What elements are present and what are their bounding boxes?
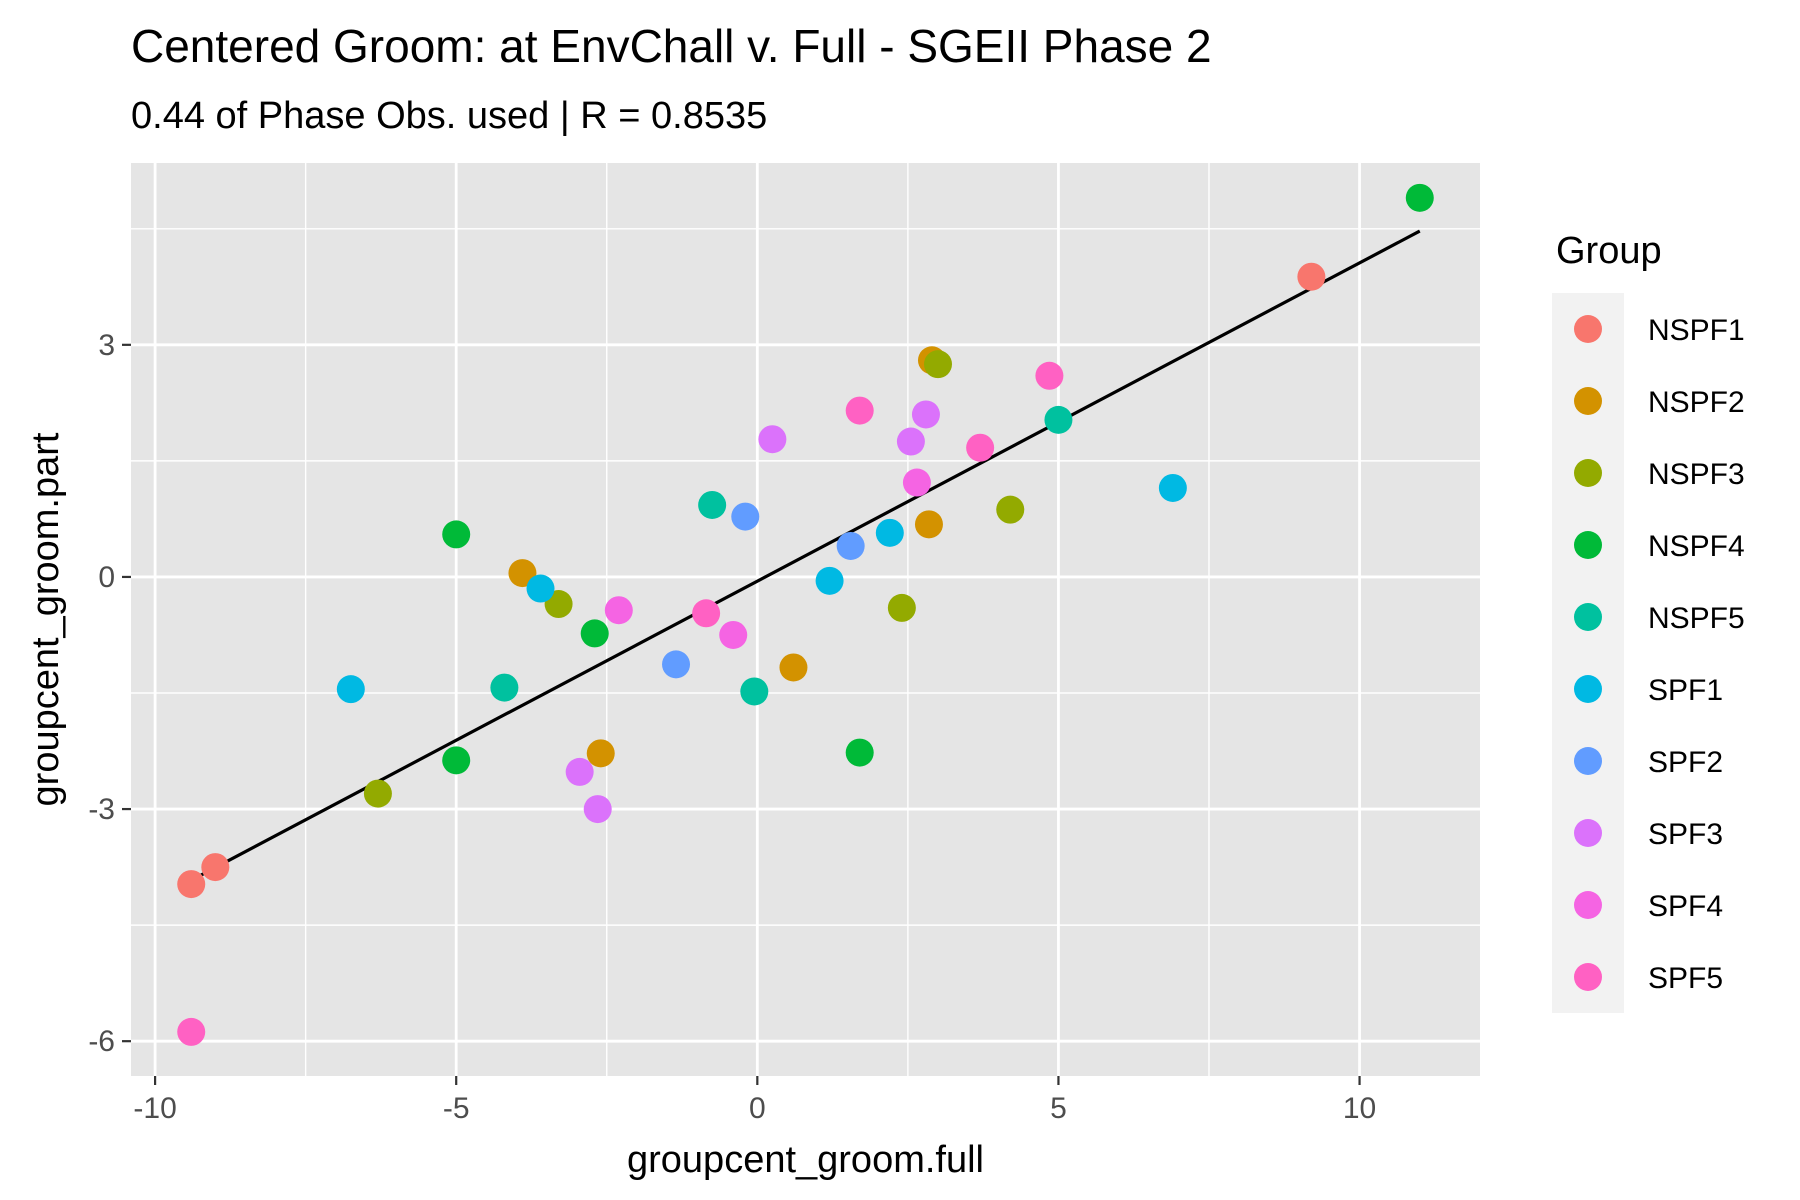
y-tick-label: 3 xyxy=(98,329,115,362)
data-point-spf3 xyxy=(583,795,612,824)
x-axis: -10 -5 0 5 10 xyxy=(133,1076,1376,1125)
x-tick-label: 10 xyxy=(1343,1092,1376,1125)
data-point-nspf5 xyxy=(490,673,519,702)
chart-subtitle: 0.44 of Phase Obs. used | R = 0.8535 xyxy=(131,95,767,137)
legend-label-nspf3: NSPF3 xyxy=(1648,458,1745,491)
data-point-nspf5 xyxy=(740,677,769,706)
data-point-nspf2 xyxy=(914,510,943,539)
data-point-nspf5 xyxy=(698,490,727,519)
data-point-spf1 xyxy=(526,574,555,603)
data-point-nspf3 xyxy=(363,779,392,808)
data-point-spf5 xyxy=(966,433,995,462)
legend-title: Group xyxy=(1556,230,1662,272)
fit-line-layer xyxy=(193,229,1421,881)
legend-key-spf1 xyxy=(1574,675,1602,703)
legend-label-nspf1: NSPF1 xyxy=(1648,314,1745,347)
y-tick-label: 0 xyxy=(98,561,115,594)
data-point-spf1 xyxy=(1158,473,1187,502)
chart-title: Centered Groom: at EnvChall v. Full - SG… xyxy=(131,20,1212,72)
data-point-nspf3 xyxy=(923,350,952,379)
y-axis: -6 -3 0 3 xyxy=(88,329,131,1058)
y-axis-label: groupcent_groom.part xyxy=(25,432,67,806)
legend-label-nspf2: NSPF2 xyxy=(1648,386,1745,419)
data-point-nspf3 xyxy=(887,593,916,622)
legend-label-spf4: SPF4 xyxy=(1648,890,1723,923)
x-tick-label: -10 xyxy=(133,1092,176,1125)
legend-key-nspf4 xyxy=(1574,531,1602,559)
data-point-nspf2 xyxy=(779,653,808,682)
data-point-spf4 xyxy=(719,620,748,649)
data-point-spf2 xyxy=(836,531,865,560)
legend-label-nspf5: NSPF5 xyxy=(1648,602,1745,635)
x-tick-label: 5 xyxy=(1050,1092,1067,1125)
data-point-nspf1 xyxy=(177,870,206,899)
data-point-nspf4 xyxy=(442,746,471,775)
legend: Group NSPF1 NSPF2 NSPF3 NSPF4 NSPF5 SPF1 SPF2 S… xyxy=(1552,230,1745,1013)
data-point-nspf4 xyxy=(580,619,609,648)
data-point-spf5 xyxy=(845,396,874,425)
data-point-spf1 xyxy=(875,518,904,547)
data-point-spf5 xyxy=(1035,361,1064,390)
regression-line xyxy=(193,229,1421,881)
legend-label-spf3: SPF3 xyxy=(1648,818,1723,851)
legend-key-spf5 xyxy=(1574,963,1602,991)
legend-key-nspf5 xyxy=(1574,603,1602,631)
legend-key-nspf3 xyxy=(1574,459,1602,487)
data-point-nspf2 xyxy=(586,739,615,768)
legend-label-spf2: SPF2 xyxy=(1648,746,1723,779)
data-point-spf1 xyxy=(815,566,844,595)
data-point-nspf4 xyxy=(1405,183,1434,212)
data-point-spf4 xyxy=(902,468,931,497)
legend-label-spf5: SPF5 xyxy=(1648,962,1723,995)
plot-panel xyxy=(131,163,1480,1076)
legend-key-spf3 xyxy=(1574,819,1602,847)
legend-key-spf4 xyxy=(1574,891,1602,919)
data-point-spf5 xyxy=(692,599,721,628)
y-tick-label: -3 xyxy=(88,793,115,826)
legend-key-spf2 xyxy=(1574,747,1602,775)
data-point-spf5 xyxy=(177,1017,206,1046)
data-points xyxy=(177,183,1434,1046)
data-point-spf3 xyxy=(911,400,940,429)
data-point-nspf4 xyxy=(845,738,874,767)
legend-label-nspf4: NSPF4 xyxy=(1648,530,1745,563)
data-point-nspf1 xyxy=(1297,262,1326,291)
y-tick-label: -6 xyxy=(88,1025,115,1058)
legend-label-spf1: SPF1 xyxy=(1648,674,1723,707)
legend-items: NSPF1 NSPF2 NSPF3 NSPF4 NSPF5 SPF1 SPF2 SPF3 SPF… xyxy=(1574,314,1745,995)
data-point-nspf3 xyxy=(996,495,1025,524)
x-axis-label: groupcent_groom.full xyxy=(627,1139,984,1181)
data-point-nspf5 xyxy=(1044,405,1073,434)
data-point-nspf4 xyxy=(442,520,471,549)
data-point-spf3 xyxy=(896,427,925,456)
data-point-spf4 xyxy=(604,596,633,625)
data-point-spf2 xyxy=(731,502,760,531)
x-tick-label: 0 xyxy=(749,1092,766,1125)
x-tick-label: -5 xyxy=(443,1092,470,1125)
legend-key-nspf2 xyxy=(1574,387,1602,415)
data-point-spf3 xyxy=(565,757,594,786)
data-point-nspf1 xyxy=(201,853,230,882)
data-point-spf1 xyxy=(336,675,365,704)
data-point-spf3 xyxy=(758,425,787,454)
data-point-spf2 xyxy=(662,650,691,679)
legend-key-nspf1 xyxy=(1574,315,1602,343)
